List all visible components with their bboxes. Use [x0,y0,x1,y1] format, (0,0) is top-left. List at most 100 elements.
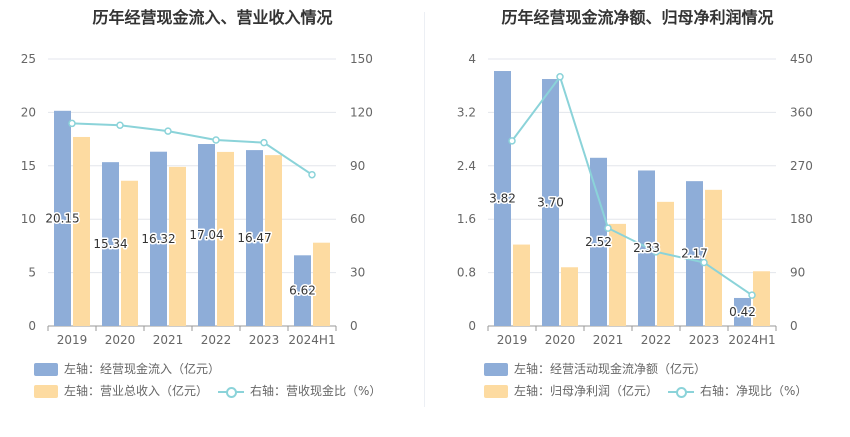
legend-swatch-line [668,385,694,398]
bar-data-label: 15.34 [93,237,127,251]
y-tick-label-left: 3.2 [457,105,476,119]
bar-secondary [265,155,282,326]
ratio-line [71,122,313,176]
legend-swatch-bar [484,385,508,398]
y-tick-label-left: 0 [468,319,476,333]
legend-item-revenue[interactable]: 左轴：营业总收入（亿元） [34,383,208,399]
ratio-point [308,170,316,179]
x-tick-label: 2019 [57,333,88,347]
bar-secondary [561,267,578,326]
bar-primary [294,255,311,326]
legend-item-net-cash-flow[interactable]: 左轴：经营活动现金流净额（亿元） [484,361,706,377]
ratio-point [68,119,76,128]
ratio-point [700,258,708,267]
bar-primary [542,79,559,327]
y-tick-label-left: 20 [21,105,36,119]
bar-data-label: 2.52 [585,235,612,249]
y-tick-label-left: 0 [28,319,36,333]
y-tick-label-right: 150 [350,52,373,66]
left-chart-panel: 历年经营现金流入、营业收入情况 0 0 5 30 10 60 15 90 20 120 25 150 2… [21,8,381,399]
bar-data-label: 20.15 [45,211,79,225]
bar-secondary [753,271,770,326]
bar-primary [590,157,607,326]
y-tick-label-left: 5 [28,266,36,280]
legend-swatch-bar [34,363,58,376]
y-tick-label-right: 60 [350,212,365,226]
x-tick-label: 2019 [497,333,528,347]
legend-label: 左轴：归母净利润（亿元） [514,384,659,398]
bar-data-label: 2.33 [633,241,660,255]
chart-title: 历年经营现金流净额、归母净利润情况 [501,8,774,27]
bar-primary [150,151,167,326]
right-chart-panel: 历年经营现金流净额、归母净利润情况 0 0 0.8 90 1.6 180 2.4 270 3.2… [425,0,850,437]
x-tick-label: 2020 [545,333,576,347]
bar-primary [198,144,215,326]
x-tick-label: 2021 [593,333,624,347]
bar-primary [54,110,71,326]
x-tick-label: 2024H1 [288,333,335,347]
bar-primary [686,181,703,326]
bar-secondary [705,189,722,326]
bar-data-label: 17.04 [189,228,223,242]
y-tick-label-right: 90 [790,266,805,280]
ratio-point [508,137,516,145]
legend-label: 左轴：经营现金流入（亿元） [64,362,221,376]
left-chart-plot: 0 0 5 30 10 60 15 90 20 120 25 150 2019 2020 2021 2022 2… [21,52,373,347]
bar-primary [102,162,119,326]
y-tick-label-left: 10 [21,212,36,226]
bar-primary [494,71,511,326]
bar-secondary [657,201,674,326]
x-tick-label: 2024H1 [728,333,775,347]
legend-item-net-profit[interactable]: 左轴：归母净利润（亿元） [484,383,658,399]
legend-label: 左轴：营业总收入（亿元） [64,384,209,398]
bar-data-label: 6.62 [289,284,316,298]
y-tick-label-left: 25 [21,52,36,66]
y-tick-label-right: 30 [350,266,365,280]
y-tick-label-right: 0 [350,319,358,333]
ratio-point [748,291,756,299]
ratio-line [511,74,753,296]
y-tick-label-right: 360 [790,105,813,119]
x-tick-label: 2022 [641,333,672,347]
ratio-point [260,138,268,147]
bar-secondary [73,136,90,326]
legend-swatch-bar [34,385,58,398]
y-tick-label-left: 0.8 [457,266,476,280]
bar-data-label: 3.70 [537,196,564,210]
bar-data-label: 16.47 [237,231,271,245]
bar-data-label: 2.17 [681,247,708,261]
y-tick-label-right: 0 [790,319,798,333]
legend-swatch-bar [484,363,508,376]
x-tick-label: 2021 [153,333,184,347]
x-tick-label: 2023 [249,333,280,347]
y-tick-label-left: 15 [21,159,36,173]
x-tick-label: 2023 [689,333,720,347]
legend-label: 右轴：净现比（%） [700,384,808,398]
bar-secondary [217,151,234,326]
bar-secondary [121,180,138,326]
y-tick-label-right: 450 [790,52,813,66]
legend-item-cash-ratio[interactable]: 右轴：营收现金比（%） [218,383,381,399]
y-tick-label-left: 4 [468,52,476,66]
legend-label: 右轴：营收现金比（%） [250,384,382,398]
bar-secondary [609,223,626,326]
bar-primary [734,297,751,326]
ratio-point [556,73,564,81]
legend-item-net-cash-ratio[interactable]: 右轴：净现比（%） [668,383,807,399]
bar-secondary [313,242,330,326]
x-tick-label: 2022 [201,333,232,347]
y-tick-label-right: 120 [350,105,373,119]
bar-secondary [169,166,186,326]
y-tick-label-right: 180 [790,212,813,226]
panel-divider [424,12,425,407]
y-tick-label-left: 1.6 [457,212,476,226]
legend-label: 左轴：经营活动现金流净额（亿元） [514,362,707,376]
y-tick-label-right: 270 [790,159,813,173]
bar-secondary [513,244,530,326]
chart-title: 历年经营现金流入、营业收入情况 [92,8,333,27]
legend-item-cash-inflow[interactable]: 左轴：经营现金流入（亿元） [34,361,220,377]
bar-data-label: 0.42 [729,305,756,319]
ratio-point [116,121,124,129]
legend-swatch-line [218,385,244,398]
ratio-point [652,248,660,256]
